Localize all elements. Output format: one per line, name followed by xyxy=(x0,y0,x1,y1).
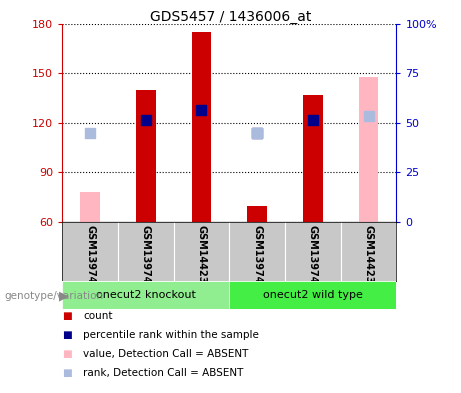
Point xyxy=(198,107,205,113)
Text: value, Detection Call = ABSENT: value, Detection Call = ABSENT xyxy=(83,349,248,359)
Text: onecut2 knockout: onecut2 knockout xyxy=(96,290,196,300)
Bar xyxy=(303,95,323,222)
Point xyxy=(309,116,317,123)
Bar xyxy=(192,32,211,222)
Bar xyxy=(229,281,396,309)
Text: percentile rank within the sample: percentile rank within the sample xyxy=(83,330,259,340)
Text: GSM1442336: GSM1442336 xyxy=(364,225,373,297)
Text: genotype/variation: genotype/variation xyxy=(5,290,104,301)
Text: rank, Detection Call = ABSENT: rank, Detection Call = ABSENT xyxy=(83,368,243,378)
Point xyxy=(86,130,94,136)
Point xyxy=(142,116,149,123)
Text: GSM1397412: GSM1397412 xyxy=(308,225,318,297)
Bar xyxy=(62,281,229,309)
Bar xyxy=(80,192,100,222)
Text: GDS5457 / 1436006_at: GDS5457 / 1436006_at xyxy=(150,10,311,24)
Text: onecut2 wild type: onecut2 wild type xyxy=(263,290,363,300)
Text: GSM1442337: GSM1442337 xyxy=(196,225,207,297)
Point xyxy=(254,130,261,136)
Bar xyxy=(359,77,378,222)
Text: count: count xyxy=(83,311,112,321)
Bar xyxy=(248,206,267,222)
Point xyxy=(365,113,372,119)
Text: ■: ■ xyxy=(62,330,72,340)
Text: ■: ■ xyxy=(62,311,72,321)
Bar xyxy=(136,90,155,222)
Text: GSM1397410: GSM1397410 xyxy=(141,225,151,297)
Point xyxy=(254,130,261,136)
Text: GSM1397411: GSM1397411 xyxy=(252,225,262,297)
Text: GSM1397409: GSM1397409 xyxy=(85,225,95,297)
Text: ▶: ▶ xyxy=(59,289,69,302)
Text: ■: ■ xyxy=(62,349,72,359)
Text: ■: ■ xyxy=(62,368,72,378)
